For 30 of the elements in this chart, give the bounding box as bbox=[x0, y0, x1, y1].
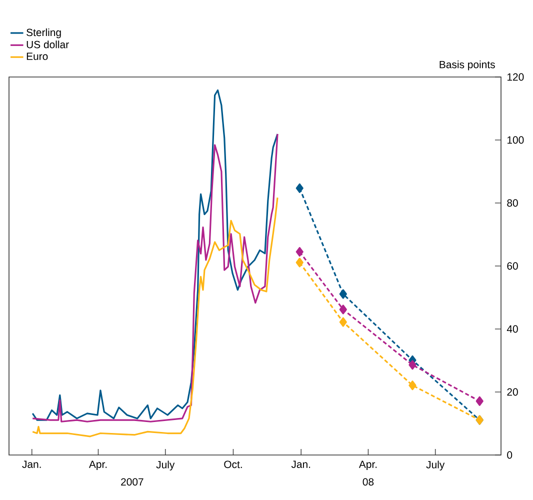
x-tick-label: Oct. bbox=[224, 460, 242, 468]
x-tick-label: Apr. bbox=[88, 460, 107, 470]
point bbox=[296, 247, 304, 257]
x-tick-label: July bbox=[426, 460, 445, 470]
x-tick-label: Apr. bbox=[358, 460, 377, 470]
y-tick-label: 20 bbox=[507, 388, 518, 396]
x-tick-label: July bbox=[156, 460, 175, 470]
point bbox=[408, 380, 416, 390]
y-tick-label: 80 bbox=[507, 199, 518, 207]
point bbox=[296, 258, 304, 268]
legend-label: Sterling bbox=[26, 28, 61, 38]
x-tick-label: Jan. bbox=[291, 460, 310, 468]
y-tick-label: 0 bbox=[507, 451, 512, 459]
y-tick-label: 120 bbox=[507, 73, 524, 81]
y-axis-title: Basis points bbox=[440, 60, 495, 70]
point bbox=[296, 183, 304, 193]
text: 08 bbox=[362, 478, 374, 486]
point bbox=[339, 289, 347, 299]
point bbox=[339, 304, 347, 314]
legend-label: US dollar bbox=[26, 40, 69, 48]
point bbox=[476, 396, 484, 406]
y-tick-label: 60 bbox=[507, 262, 518, 270]
line-series bbox=[32, 196, 278, 438]
y-tick-label: 40 bbox=[506, 325, 518, 333]
x-tick-label: Jan. bbox=[22, 460, 41, 468]
point bbox=[408, 360, 416, 370]
text: 2007 bbox=[121, 478, 144, 486]
point bbox=[339, 317, 347, 327]
y-tick-label: 100 bbox=[507, 136, 524, 144]
legend-label: Euro bbox=[26, 52, 48, 60]
